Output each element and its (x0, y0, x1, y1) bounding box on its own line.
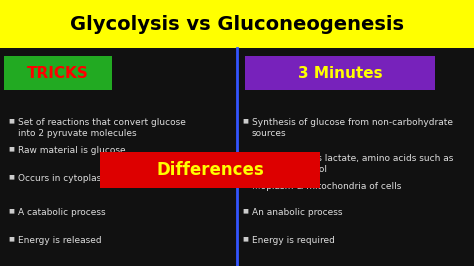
Text: TRICKS: TRICKS (27, 65, 89, 81)
Text: ■: ■ (242, 182, 248, 187)
Text: Differences: Differences (156, 161, 264, 179)
Text: ■: ■ (242, 154, 248, 159)
Text: Set of reactions that convert glucose
into 2 pyruvate molecules: Set of reactions that convert glucose in… (18, 118, 186, 138)
Text: ■: ■ (8, 236, 14, 241)
Bar (4, 56, 112, 90)
Bar (0, 0, 474, 48)
Text: Raw material is lactate, amino acids such as
alanine, glycerol: Raw material is lactate, amino acids suc… (252, 154, 453, 174)
Text: ...oplasm & mitochondria of cells: ...oplasm & mitochondria of cells (252, 182, 401, 191)
Text: An anabolic process: An anabolic process (252, 208, 343, 217)
Text: Glycolysis vs Gluconeogenesis: Glycolysis vs Gluconeogenesis (70, 15, 404, 34)
Text: Energy is required: Energy is required (252, 236, 335, 245)
Text: ■: ■ (8, 118, 14, 123)
Text: ■: ■ (242, 208, 248, 213)
Text: Occurs in cytoplasm of c...: Occurs in cytoplasm of c... (18, 174, 138, 183)
Bar (245, 56, 435, 90)
Text: ■: ■ (8, 146, 14, 151)
Text: 3 Minutes: 3 Minutes (298, 65, 383, 81)
Text: ■: ■ (242, 236, 248, 241)
Text: Synthesis of glucose from non-carbohydrate
sources: Synthesis of glucose from non-carbohydra… (252, 118, 453, 138)
Text: ■: ■ (8, 208, 14, 213)
Text: ■: ■ (242, 118, 248, 123)
Bar (100, 152, 320, 188)
Text: Energy is released: Energy is released (18, 236, 101, 245)
Text: A catabolic process: A catabolic process (18, 208, 106, 217)
Bar (0, 48, 474, 266)
Text: ■: ■ (8, 174, 14, 179)
Text: Raw material is glucose: Raw material is glucose (18, 146, 126, 155)
